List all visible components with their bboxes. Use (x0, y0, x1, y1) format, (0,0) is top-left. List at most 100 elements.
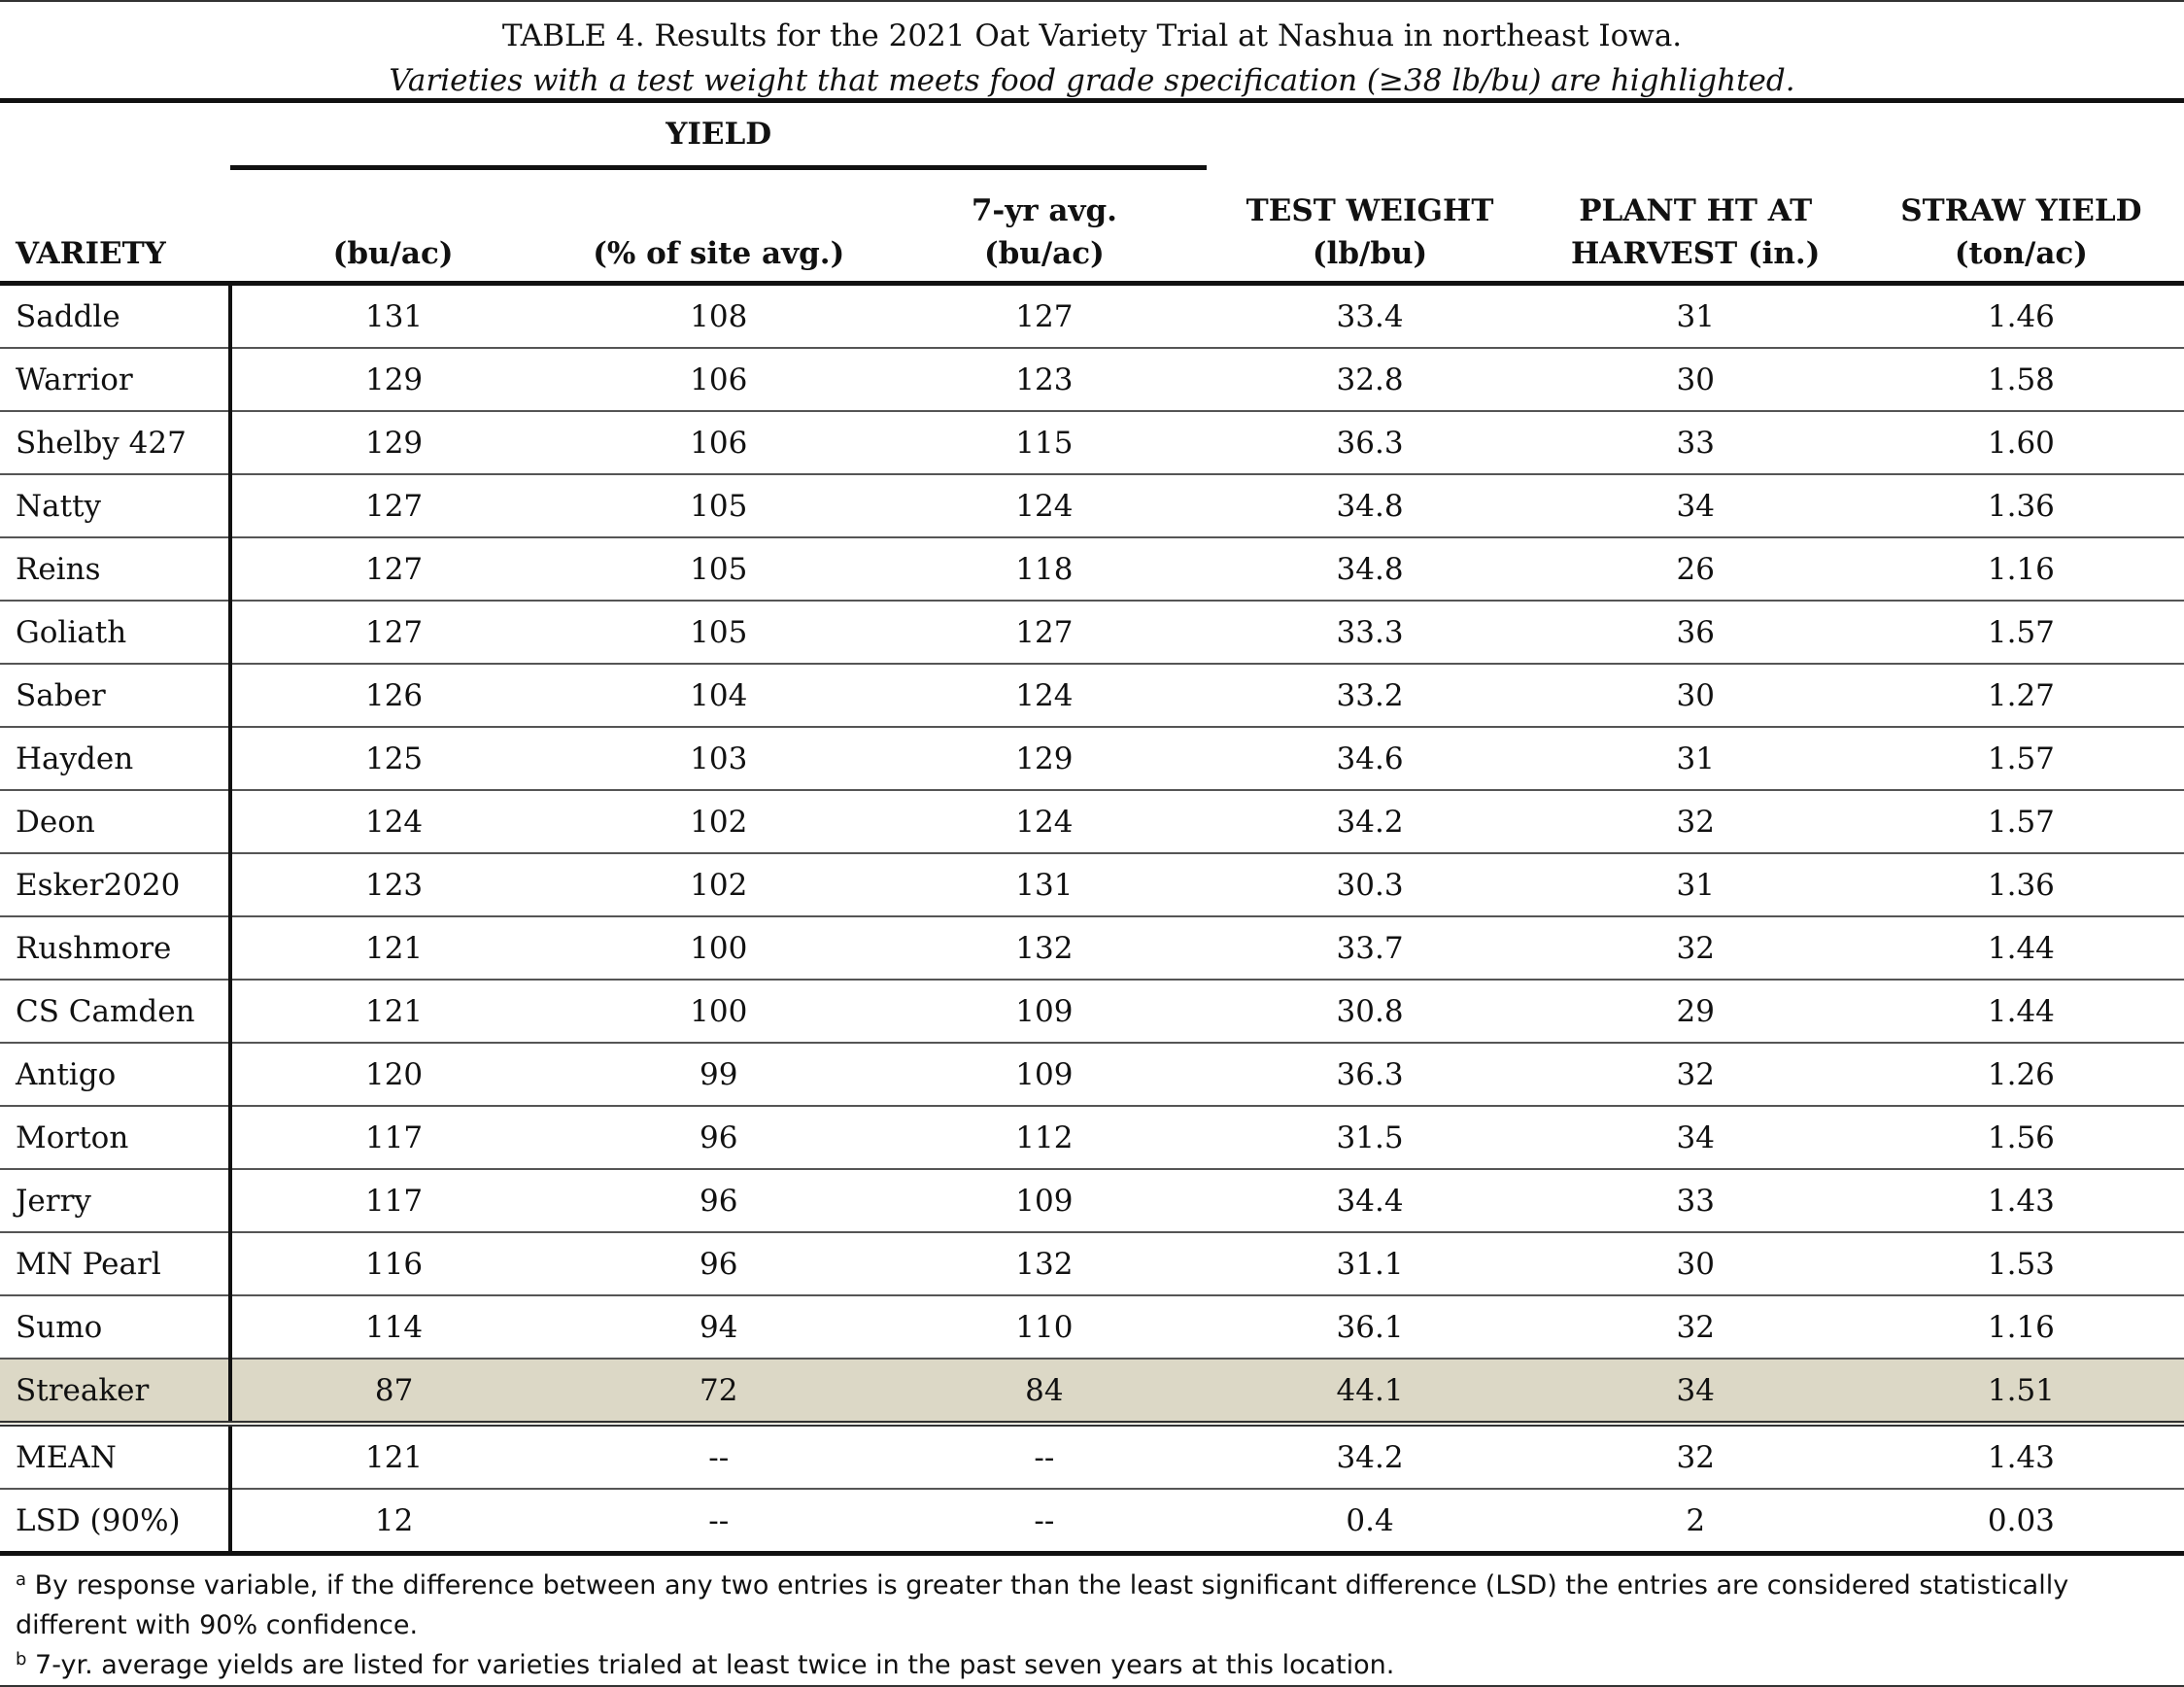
data-row: MN Pearl 116 96 132 31.1 30 1.53 (0, 1232, 2184, 1296)
variety-cell: Rushmore (0, 916, 232, 981)
value-cell: 127 (230, 474, 557, 538)
data-row: Reins 127 105 118 34.8 26 1.16 (0, 537, 2184, 602)
value-cell: 127 (881, 601, 1208, 665)
data-row: Warrior 129 106 123 32.8 30 1.58 (0, 348, 2184, 412)
footnote: a By response variable, if the differenc… (16, 1566, 2168, 1645)
data-row: Morton 117 96 112 31.5 34 1.56 (0, 1106, 2184, 1170)
variety-cell: Jerry (0, 1169, 232, 1233)
data-row: Jerry 117 96 109 34.4 33 1.43 (0, 1169, 2184, 1233)
value-cell: 106 (556, 411, 882, 475)
value-cell: 1.53 (1858, 1232, 2184, 1296)
value-cell: 33.3 (1207, 601, 1533, 665)
value-cell: 31 (1532, 283, 1859, 349)
value-cell: 0.4 (1207, 1489, 1533, 1556)
data-row: Natty 127 105 124 34.8 34 1.36 (0, 474, 2184, 538)
value-cell: 34.6 (1207, 727, 1533, 791)
data-row: Saddle 131 108 127 33.4 31 1.46 (0, 283, 2184, 349)
value-cell: 32.8 (1207, 348, 1533, 412)
column-header: VARIETY (0, 167, 230, 286)
value-cell: 30 (1532, 664, 1859, 728)
value-cell: 124 (881, 790, 1208, 854)
variety-cell: Antigo (0, 1043, 232, 1107)
value-cell: 26 (1532, 537, 1859, 602)
variety-cell: LSD (90%) (0, 1489, 232, 1556)
variety-cell: Sumo (0, 1295, 232, 1360)
data-row: Shelby 427 129 106 115 36.3 33 1.60 (0, 411, 2184, 475)
variety-cell: Shelby 427 (0, 411, 232, 475)
value-cell: 1.44 (1858, 916, 2184, 981)
value-cell: 96 (556, 1169, 882, 1233)
value-cell: 0.03 (1858, 1489, 2184, 1556)
variety-cell: Esker2020 (0, 853, 232, 917)
variety-cell: Warrior (0, 348, 232, 412)
value-cell: 1.57 (1858, 727, 2184, 791)
value-cell: 1.36 (1858, 853, 2184, 917)
variety-cell: Saddle (0, 283, 232, 349)
variety-cell: CS Camden (0, 980, 232, 1044)
value-cell: 1.44 (1858, 980, 2184, 1044)
value-cell: 84 (881, 1359, 1208, 1425)
header-row: VARIETY (bu/ac) (% of site avg.) 7-yr avg. (… (0, 167, 2184, 286)
value-cell: 36.1 (1207, 1295, 1533, 1360)
value-cell: 32 (1532, 1295, 1859, 1360)
value-cell: 102 (556, 853, 882, 917)
data-row: Streaker 87 72 84 44.1 34 1.51 (0, 1359, 2184, 1425)
value-cell: 1.16 (1858, 1295, 2184, 1360)
value-cell: 33.2 (1207, 664, 1533, 728)
data-row: Saber 126 104 124 33.2 30 1.27 (0, 664, 2184, 728)
value-cell: 32 (1532, 1421, 1859, 1490)
value-cell: 31.1 (1207, 1232, 1533, 1296)
value-cell: 34 (1532, 1359, 1859, 1425)
value-cell: 34.8 (1207, 537, 1533, 602)
value-cell: 123 (881, 348, 1208, 412)
column-header: STRAW YIELD (ton/ac) (1858, 167, 2184, 286)
value-cell: 124 (230, 790, 557, 854)
value-cell: 36 (1532, 601, 1859, 665)
value-cell: 106 (556, 348, 882, 412)
column-header-line: (bu/ac) (983, 236, 1105, 271)
value-cell: 126 (230, 664, 557, 728)
value-cell: 100 (556, 980, 882, 1044)
value-cell: 105 (556, 474, 882, 538)
value-cell: 30 (1532, 1232, 1859, 1296)
value-cell: 1.36 (1858, 474, 2184, 538)
value-cell: 1.27 (1858, 664, 2184, 728)
value-cell: 131 (881, 853, 1208, 917)
value-cell: 127 (230, 601, 557, 665)
value-cell: 124 (881, 664, 1208, 728)
value-cell: 34.8 (1207, 474, 1533, 538)
variety-cell: MN Pearl (0, 1232, 232, 1296)
value-cell: 34.4 (1207, 1169, 1533, 1233)
value-cell: 32 (1532, 790, 1859, 854)
value-cell: 36.3 (1207, 1043, 1533, 1107)
header-cell (0, 103, 230, 168)
value-cell: 116 (230, 1232, 557, 1296)
variety-cell: Morton (0, 1106, 232, 1170)
summary-row: LSD (90%) 12 -- -- 0.4 2 0.03 (0, 1489, 2184, 1556)
value-cell: 30 (1532, 348, 1859, 412)
value-cell: 109 (881, 1169, 1208, 1233)
value-cell: 1.60 (1858, 411, 2184, 475)
value-cell: 127 (881, 283, 1208, 349)
column-header-line: VARIETY (16, 236, 166, 271)
value-cell: 124 (881, 474, 1208, 538)
column-header-line: (bu/ac) (332, 236, 454, 271)
value-cell: 29 (1532, 980, 1859, 1044)
data-row: Antigo 120 99 109 36.3 32 1.26 (0, 1043, 2184, 1107)
header-cell (1533, 103, 1859, 168)
value-cell: 34 (1532, 474, 1859, 538)
footnote-mark: a (16, 1569, 27, 1590)
value-cell: 1.56 (1858, 1106, 2184, 1170)
column-header-line: PLANT HT AT (1579, 193, 1813, 228)
header-row: YIELD (0, 103, 2184, 170)
value-cell: 1.57 (1858, 790, 2184, 854)
value-cell: 104 (556, 664, 882, 728)
variety-cell: Goliath (0, 601, 232, 665)
data-row: Goliath 127 105 127 33.3 36 1.57 (0, 601, 2184, 665)
value-cell: 118 (881, 537, 1208, 602)
column-header-line: (% of site avg.) (593, 236, 845, 271)
value-cell: 1.26 (1858, 1043, 2184, 1107)
